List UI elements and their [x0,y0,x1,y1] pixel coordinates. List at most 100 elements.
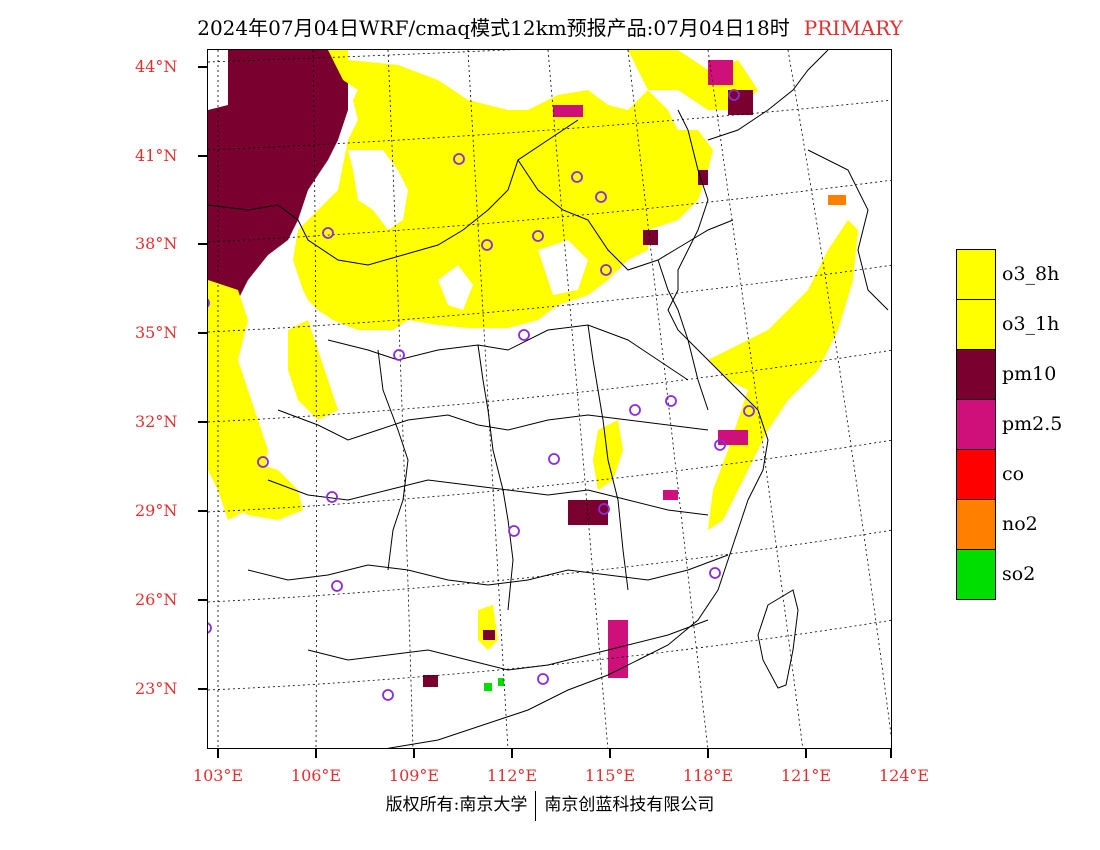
coastline [386,109,769,748]
station-circle [518,329,530,341]
station-circle [537,673,549,685]
station-circle [548,453,560,465]
station-circle [208,622,212,634]
pm10-patch [698,170,708,185]
station-markers [208,89,755,701]
lon-tick [413,749,415,758]
map-title: 2024年07月04日WRF/cmaq模式12km预报产品:07月04日18时 P… [0,12,1100,42]
station-circle [382,689,394,701]
pm25-patch [708,60,733,85]
o3-area-north [293,50,713,330]
station-circle [532,230,544,242]
lon-label-115: 115°E [584,766,636,785]
o3-gap [438,265,473,310]
lon-label-106: 106°E [290,766,342,785]
so2-patch [498,678,504,686]
no2-patch [828,195,846,205]
lon-tick [805,749,807,758]
legend-label: pm10 [1002,363,1057,385]
primary-tag: PRIMARY [803,16,903,40]
korea-coastline [807,149,889,311]
o3-area-south [478,605,498,650]
lon-label-112: 112°E [486,766,538,785]
station-circle [571,171,583,183]
o3-area-west [208,280,268,520]
pm10-patch [423,675,438,687]
lat-label-35: 35°N [135,323,178,342]
lat-label-38: 38°N [135,234,178,253]
taiwan-outline [757,589,799,689]
legend-swatch [956,349,996,400]
lat-tick [198,243,207,245]
pm10-patch [643,230,658,245]
station-circle [743,405,755,417]
o3-area-southwest [218,460,303,520]
station-circle [326,491,338,503]
legend-label: o3_1h [1002,313,1060,335]
station-circle [508,525,520,537]
lon-label-103: 103°E [192,766,244,785]
lat-tick [198,155,207,157]
lon-tick [890,749,892,758]
lon-tick [707,749,709,758]
station-circle [709,567,721,579]
coastline-northeast [707,50,829,141]
lon-label-109: 109°E [388,766,440,785]
pm25-patch [553,105,583,117]
legend-swatch [956,549,996,600]
legend-label: co [1002,463,1025,485]
copyright-left: 版权所有:南京大学 [385,795,528,815]
lon-tick [315,749,317,758]
lat-tick [198,421,207,423]
lat-label-41: 41°N [135,146,178,165]
station-circle [257,456,269,468]
station-circle [453,153,465,165]
so2-patch [484,683,492,691]
lat-tick [198,332,207,334]
legend-swatch [956,449,996,500]
legend-swatch [956,299,996,350]
station-circle [208,298,210,308]
legend-label: pm2.5 [1002,413,1063,435]
pm25-patch [663,490,678,500]
footer-divider [535,790,537,821]
o3-area-central [593,420,623,490]
pm25-patch [608,620,628,678]
station-circle [595,191,607,203]
legend-swatch [956,399,996,450]
station-circle [393,349,405,361]
graticule [208,50,891,748]
lat-label-26: 26°N [135,590,178,609]
pm10-patch [483,630,495,640]
lat-label-29: 29°N [135,501,178,520]
copyright-footer: 版权所有:南京大学 南京创蓝科技有限公司 [0,790,1100,821]
lat-label-32: 32°N [135,412,178,431]
station-circle [598,503,610,515]
station-circle [322,227,334,239]
pm25-patch [718,430,748,445]
lat-tick [198,510,207,512]
legend-swatch [956,499,996,550]
lon-label-121: 121°E [780,766,832,785]
station-circle [665,395,677,407]
lat-label-44: 44°N [135,57,178,76]
legend-label: no2 [1002,513,1038,535]
map-frame [207,49,892,749]
lat-label-23: 23°N [135,679,178,698]
lon-tick [609,749,611,758]
lon-label-124: 124°E [878,766,930,785]
station-circle [629,404,641,416]
pm10-patch [728,90,753,115]
copyright-right: 南京创蓝科技有限公司 [544,795,715,815]
station-circle [600,264,612,276]
station-circle [728,89,740,101]
o3-gap [538,240,588,295]
station-circle [481,239,493,251]
lon-label-118: 118°E [682,766,734,785]
lat-tick [198,599,207,601]
o3-area-east [708,220,858,530]
lon-tick [511,749,513,758]
legend-label: so2 [1002,563,1036,585]
map-canvas [208,50,891,748]
title-text: 2024年07月04日WRF/cmaq模式12km预报产品:07月04日18时 [197,16,790,40]
